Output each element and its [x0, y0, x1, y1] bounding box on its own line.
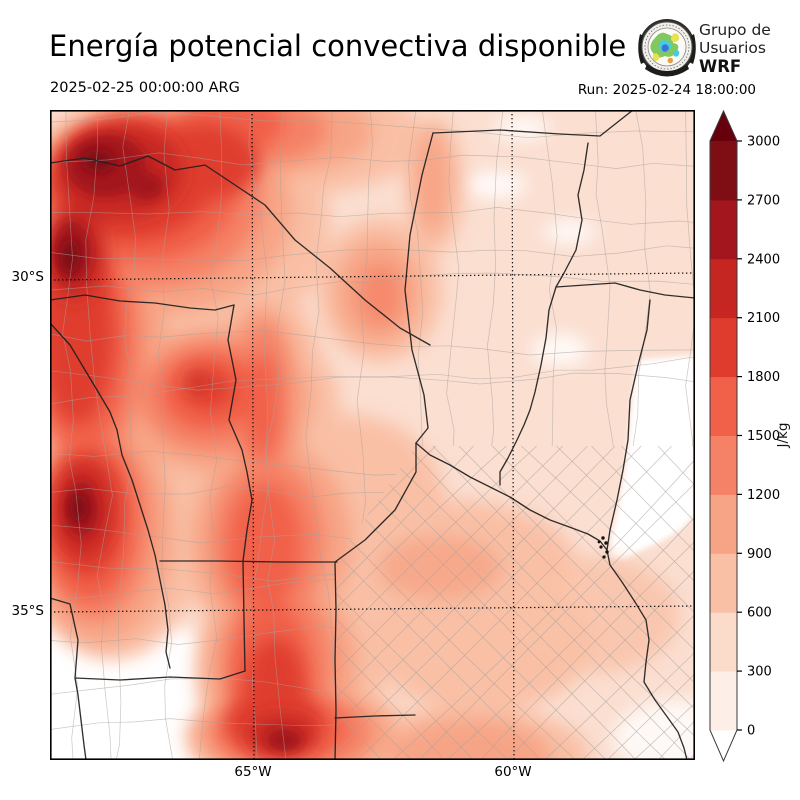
lat-tick-30S: 30°S: [11, 269, 45, 285]
svg-text:2700: 2700: [747, 193, 780, 208]
svg-text:1500: 1500: [747, 429, 780, 444]
run-time-label: Run: 2025-02-24 18:00:00: [577, 82, 756, 98]
valid-time-label: 2025-02-25 00:00:00 ARG: [50, 80, 240, 96]
cape-map: [50, 110, 695, 760]
lon-tick-65W: 65°W: [234, 764, 272, 780]
svg-text:2100: 2100: [747, 311, 780, 326]
svg-text:1200: 1200: [747, 488, 780, 503]
page-title: Energía potencial convectiva disponible: [49, 29, 627, 63]
colorbar-ticks: 0 300 600 900 1200 1500 1800 2100 2400 2700 3000: [737, 135, 780, 739]
map-frame: [50, 110, 695, 760]
svg-text:300: 300: [747, 665, 772, 680]
colorbar-bands: [710, 111, 737, 761]
city-cluster: [597, 536, 609, 559]
logo-line2: Usuarios: [699, 39, 766, 57]
graticule: [50, 110, 695, 760]
colorbar-unit-label: J/kg: [775, 423, 791, 449]
wrf-logo: Grupo de Usuarios WRF: [638, 19, 771, 77]
logo-line3: WRF: [699, 57, 741, 76]
logo-line1: Grupo de: [699, 21, 771, 39]
svg-text:0: 0: [747, 724, 755, 739]
svg-text:1800: 1800: [747, 370, 780, 385]
wrf-logo-emblem: [638, 19, 696, 77]
lon-tick-60W: 60°W: [494, 764, 532, 780]
svg-text:3000: 3000: [747, 135, 780, 150]
colorbar: 0 300 600 900 1200 1500 1800 2100 2400 2700 3000 J…: [709, 109, 791, 763]
cape-shading-layer: [50, 110, 695, 760]
svg-text:900: 900: [747, 547, 772, 562]
lat-tick-35S: 35°S: [11, 603, 45, 619]
svg-text:600: 600: [747, 606, 772, 621]
province-boundaries: [50, 110, 695, 760]
svg-text:2400: 2400: [747, 252, 780, 267]
